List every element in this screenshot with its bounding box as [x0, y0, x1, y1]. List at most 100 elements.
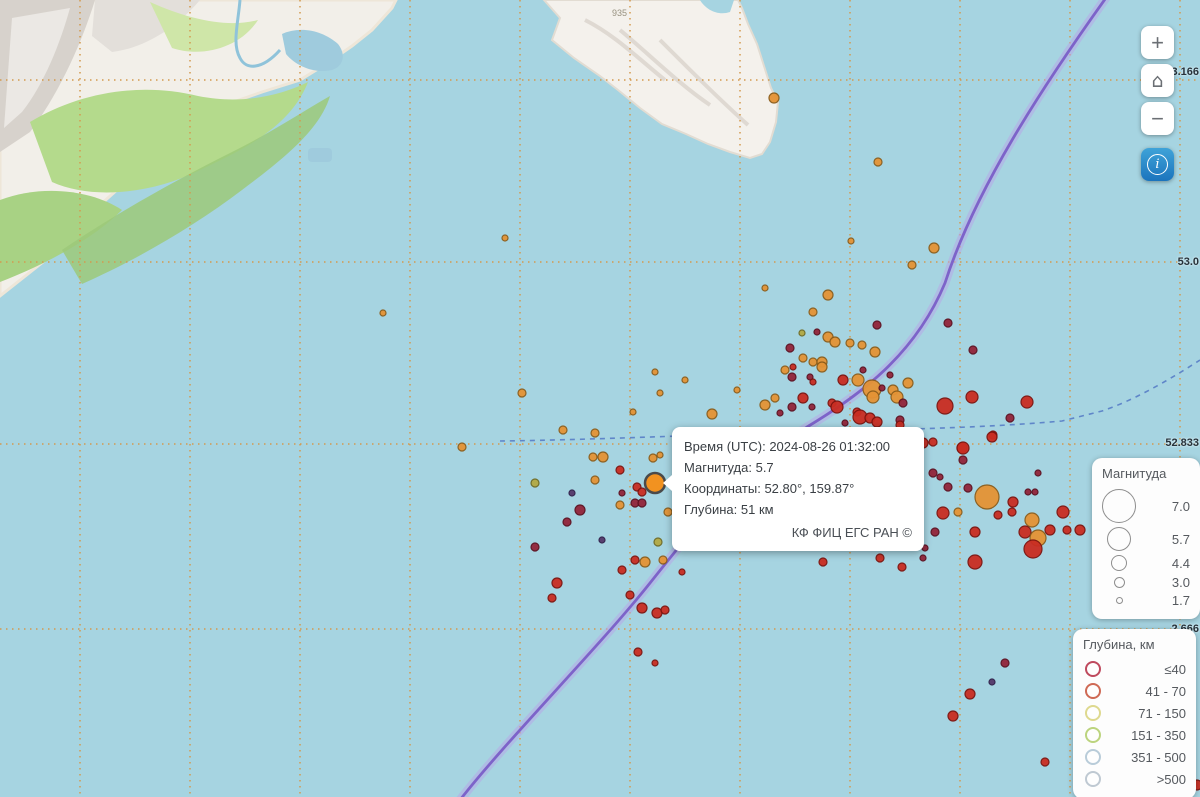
quake-dot[interactable]	[637, 487, 647, 497]
quake-dot[interactable]	[651, 659, 659, 667]
selected-quake-dot[interactable]	[643, 471, 667, 495]
quake-dot[interactable]	[845, 338, 855, 348]
quake-dot[interactable]	[857, 340, 867, 350]
quake-dot[interactable]	[869, 346, 881, 358]
quake-dot[interactable]	[1024, 488, 1032, 496]
quake-dot[interactable]	[678, 568, 686, 576]
quake-dot[interactable]	[787, 402, 797, 412]
quake-dot[interactable]	[598, 536, 606, 544]
info-button[interactable]: i	[1141, 148, 1174, 181]
quake-dot[interactable]	[1024, 512, 1040, 528]
quake-dot[interactable]	[958, 455, 968, 465]
quake-dot[interactable]	[1007, 507, 1017, 517]
home-button[interactable]: ⌂	[1141, 64, 1174, 97]
quake-dot[interactable]	[809, 378, 817, 386]
quake-dot[interactable]	[797, 392, 809, 404]
quake-dot[interactable]	[808, 307, 818, 317]
zoom-in-button[interactable]: +	[1141, 26, 1174, 59]
quake-dot[interactable]	[574, 504, 586, 516]
quake-dot[interactable]	[847, 237, 855, 245]
quake-dot[interactable]	[648, 453, 658, 463]
quake-dot[interactable]	[873, 157, 883, 167]
quake-dot[interactable]	[789, 363, 797, 371]
quake-dot[interactable]	[878, 384, 886, 392]
quake-dot[interactable]	[1056, 505, 1070, 519]
quake-dot[interactable]	[457, 442, 467, 452]
quake-dot[interactable]	[928, 242, 940, 254]
quake-dot[interactable]	[615, 465, 625, 475]
quake-dot[interactable]	[379, 309, 387, 317]
quake-dot[interactable]	[1023, 539, 1043, 559]
quake-dot[interactable]	[967, 554, 983, 570]
quake-dot[interactable]	[1018, 525, 1032, 539]
quake-dot[interactable]	[813, 328, 821, 336]
quake-dot[interactable]	[660, 605, 670, 615]
quake-dot[interactable]	[936, 397, 954, 415]
quake-dot[interactable]	[1020, 395, 1034, 409]
quake-dot[interactable]	[964, 688, 976, 700]
quake-dot[interactable]	[530, 542, 540, 552]
quake-dot[interactable]	[969, 526, 981, 538]
quake-dot[interactable]	[816, 361, 828, 373]
quake-dot[interactable]	[630, 555, 640, 565]
quake-dot[interactable]	[851, 373, 865, 387]
zoom-out-button[interactable]: −	[1141, 102, 1174, 135]
quake-dot[interactable]	[871, 416, 883, 428]
quake-dot[interactable]	[822, 289, 834, 301]
quake-dot[interactable]	[818, 557, 828, 567]
quake-dot[interactable]	[568, 489, 576, 497]
quake-dot[interactable]	[1005, 413, 1015, 423]
quake-dot[interactable]	[808, 357, 818, 367]
quake-dot[interactable]	[590, 475, 600, 485]
quake-dot[interactable]	[965, 390, 979, 404]
quake-dot[interactable]	[841, 419, 849, 427]
quake-dot[interactable]	[1044, 524, 1056, 536]
quake-dot[interactable]	[1040, 757, 1050, 767]
quake-dot[interactable]	[625, 590, 635, 600]
quake-dot[interactable]	[986, 431, 998, 443]
quake-dot[interactable]	[639, 556, 651, 568]
quake-dot[interactable]	[770, 393, 780, 403]
quake-dot[interactable]	[798, 353, 808, 363]
quake-dot[interactable]	[943, 482, 953, 492]
quake-dot[interactable]	[617, 565, 627, 575]
quake-dot[interactable]	[907, 260, 917, 270]
quake-dot[interactable]	[663, 507, 673, 517]
quake-dot[interactable]	[530, 478, 540, 488]
quake-dot[interactable]	[956, 441, 970, 455]
quake-dot[interactable]	[780, 365, 790, 375]
quake-dot[interactable]	[562, 517, 572, 527]
quake-dot[interactable]	[837, 374, 849, 386]
quake-dot[interactable]	[776, 409, 784, 417]
quake-dot[interactable]	[866, 390, 880, 404]
quake-dot[interactable]	[953, 507, 963, 517]
quake-dot[interactable]	[768, 92, 780, 104]
quake-dot[interactable]	[547, 593, 557, 603]
quake-dot[interactable]	[706, 408, 718, 420]
quake-dot[interactable]	[656, 451, 664, 459]
quake-dot[interactable]	[829, 336, 841, 348]
quake-dot[interactable]	[761, 284, 769, 292]
quake-dot[interactable]	[637, 498, 647, 508]
quake-dot[interactable]	[936, 506, 950, 520]
quake-dot[interactable]	[681, 376, 689, 384]
quake-dot[interactable]	[897, 562, 907, 572]
quake-dot[interactable]	[930, 527, 940, 537]
quake-dot[interactable]	[974, 484, 1000, 510]
quake-dot[interactable]	[733, 386, 741, 394]
quake-dot[interactable]	[1007, 496, 1019, 508]
quake-dot[interactable]	[629, 408, 637, 416]
quake-dot[interactable]	[785, 343, 795, 353]
quake-dot[interactable]	[872, 320, 882, 330]
quake-dot[interactable]	[588, 452, 598, 462]
quake-dot[interactable]	[875, 553, 885, 563]
quake-dot[interactable]	[943, 318, 953, 328]
quake-dot[interactable]	[902, 377, 914, 389]
quake-dot[interactable]	[636, 602, 648, 614]
quake-dot[interactable]	[963, 483, 973, 493]
quake-dot[interactable]	[808, 403, 816, 411]
quake-dot[interactable]	[798, 329, 806, 337]
quake-dot[interactable]	[501, 234, 509, 242]
quake-dot[interactable]	[947, 710, 959, 722]
